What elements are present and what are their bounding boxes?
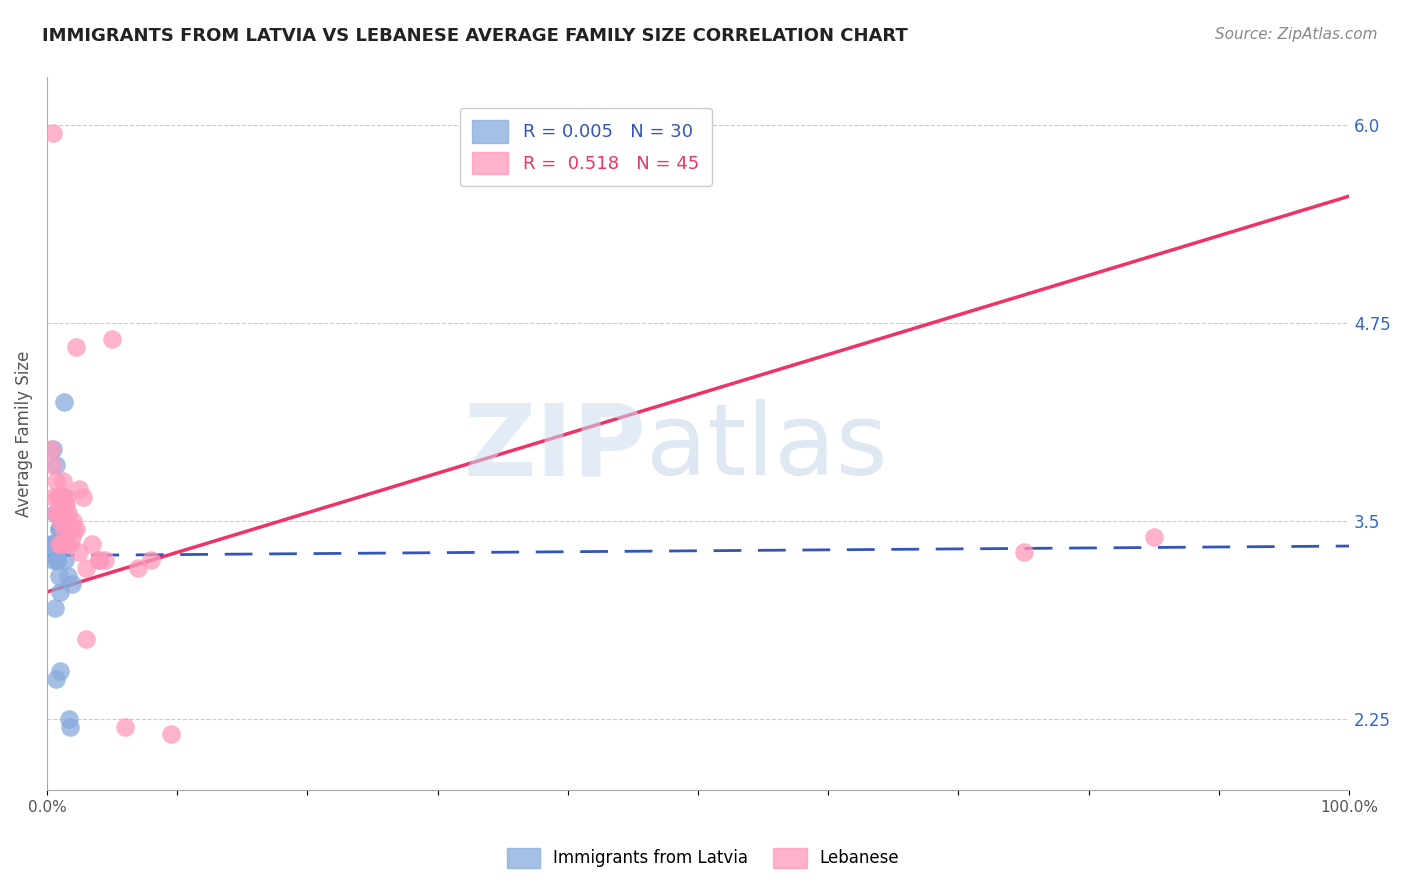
- Point: [51, 474, 73, 488]
- Point: [41, 458, 63, 473]
- Point: [42, 490, 65, 504]
- Point: [44, 600, 66, 615]
- Text: ZIP: ZIP: [463, 400, 645, 496]
- Point: [49, 664, 72, 678]
- Text: Source: ZipAtlas.com: Source: ZipAtlas.com: [1215, 27, 1378, 42]
- Point: [59, 719, 82, 733]
- Point: [1012, 545, 1035, 559]
- Point: [49, 506, 72, 520]
- Legend: R = 0.005   N = 30, R =  0.518   N = 45: R = 0.005 N = 30, R = 0.518 N = 45: [460, 108, 711, 186]
- Point: [75, 632, 97, 647]
- Point: [52, 395, 75, 409]
- Point: [1143, 530, 1166, 544]
- Point: [48, 490, 70, 504]
- Point: [127, 561, 149, 575]
- Point: [114, 719, 136, 733]
- Point: [139, 553, 162, 567]
- Point: [44, 506, 66, 520]
- Point: [42, 553, 65, 567]
- Point: [65, 522, 87, 536]
- Point: [56, 514, 79, 528]
- Point: [45, 537, 67, 551]
- Y-axis label: Average Family Size: Average Family Size: [15, 351, 32, 516]
- Point: [53, 537, 76, 551]
- Point: [46, 553, 69, 567]
- Point: [65, 340, 87, 354]
- Point: [87, 553, 110, 567]
- Point: [48, 569, 70, 583]
- Point: [48, 522, 70, 536]
- Point: [56, 506, 79, 520]
- Point: [55, 522, 77, 536]
- Point: [59, 522, 82, 536]
- Point: [56, 569, 79, 583]
- Point: [39, 537, 62, 551]
- Point: [51, 537, 73, 551]
- Point: [41, 537, 63, 551]
- Point: [60, 577, 83, 591]
- Point: [94, 553, 117, 567]
- Point: [49, 514, 72, 528]
- Point: [72, 490, 94, 504]
- Point: [87, 553, 110, 567]
- Point: [48, 522, 70, 536]
- Point: [55, 490, 77, 504]
- Point: [53, 498, 76, 512]
- Point: [60, 530, 83, 544]
- Point: [69, 482, 91, 496]
- Point: [75, 561, 97, 575]
- Point: [39, 442, 62, 457]
- Point: [46, 553, 69, 567]
- Point: [46, 553, 69, 567]
- Text: atlas: atlas: [645, 400, 887, 496]
- Point: [62, 514, 84, 528]
- Point: [49, 585, 72, 599]
- Point: [48, 537, 70, 551]
- Point: [51, 537, 73, 551]
- Point: [46, 490, 69, 504]
- Point: [55, 498, 77, 512]
- Point: [59, 537, 82, 551]
- Point: [51, 490, 73, 504]
- Point: [45, 506, 67, 520]
- Point: [58, 712, 80, 726]
- Point: [45, 474, 67, 488]
- Legend: Immigrants from Latvia, Lebanese: Immigrants from Latvia, Lebanese: [501, 841, 905, 875]
- Point: [51, 506, 73, 520]
- Point: [82, 537, 104, 551]
- Point: [159, 727, 181, 741]
- Point: [53, 553, 76, 567]
- Point: [42, 442, 65, 457]
- Point: [52, 537, 75, 551]
- Point: [51, 522, 73, 536]
- Text: IMMIGRANTS FROM LATVIA VS LEBANESE AVERAGE FAMILY SIZE CORRELATION CHART: IMMIGRANTS FROM LATVIA VS LEBANESE AVERA…: [42, 27, 908, 45]
- Point: [62, 522, 84, 536]
- Point: [42, 126, 65, 140]
- Point: [69, 545, 91, 559]
- Point: [46, 506, 69, 520]
- Point: [45, 458, 67, 473]
- Point: [101, 332, 124, 346]
- Point: [52, 522, 75, 536]
- Point: [52, 537, 75, 551]
- Point: [51, 490, 73, 504]
- Point: [45, 672, 67, 686]
